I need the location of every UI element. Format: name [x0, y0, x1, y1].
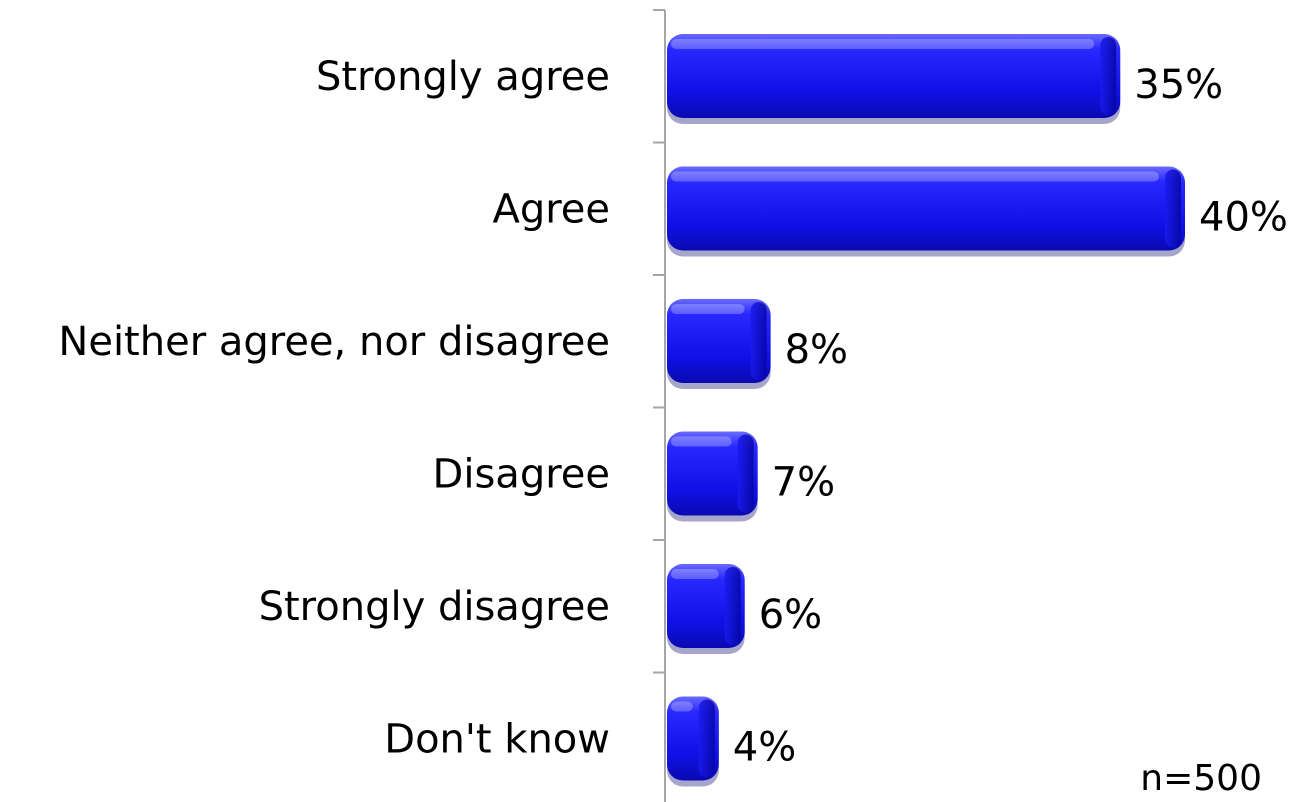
- sample-size-note: n=500: [1140, 758, 1262, 799]
- bar: [667, 564, 745, 654]
- bar-end-cap: [724, 567, 741, 645]
- bar: [667, 299, 771, 389]
- data-label: 8%: [785, 327, 848, 373]
- data-label: 7%: [772, 460, 835, 506]
- bar-body: [667, 431, 758, 516]
- category-label: Agree: [492, 187, 610, 233]
- bar-end-cap: [1100, 37, 1117, 115]
- category-label: Neither agree, nor disagree: [58, 319, 610, 365]
- bar-body: [667, 166, 1185, 251]
- bar: [667, 166, 1185, 257]
- bar: [667, 34, 1121, 124]
- bar-end-cap: [750, 302, 767, 380]
- data-label: 4%: [733, 725, 796, 771]
- bar-end-cap: [1165, 169, 1181, 248]
- bar-body: [667, 34, 1121, 118]
- data-label: 40%: [1199, 195, 1288, 241]
- bar-body: [667, 299, 771, 383]
- bar-highlight: [671, 436, 732, 447]
- bar-end-cap: [737, 434, 754, 513]
- category-label: Strongly disagree: [259, 584, 610, 630]
- bar: [667, 696, 719, 787]
- bar-highlight: [671, 171, 1159, 182]
- bar-highlight: [671, 569, 719, 579]
- bar-end-cap: [698, 699, 715, 778]
- data-label: 6%: [759, 592, 822, 638]
- bar-highlight: [671, 304, 745, 314]
- category-label: Don't know: [384, 717, 610, 763]
- bar: [667, 431, 758, 522]
- bar-highlight: [671, 701, 693, 712]
- category-label: Strongly agree: [316, 54, 610, 100]
- data-label: 35%: [1134, 62, 1223, 108]
- bar-highlight: [671, 39, 1095, 49]
- category-label: Disagree: [433, 452, 610, 498]
